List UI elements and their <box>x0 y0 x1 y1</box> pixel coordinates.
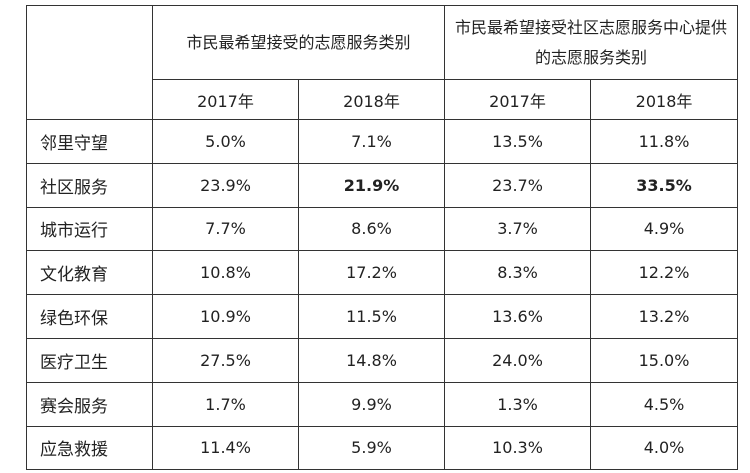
table-cell: 3.7% <box>444 206 592 252</box>
table-row: 赛会服务 1.7% 9.9% 1.3% 4.5% <box>26 381 739 427</box>
table-cell: 8.3% <box>444 250 592 296</box>
table-cell: 5.0% <box>152 119 299 164</box>
table-row: 文化教育 10.8% 17.2% 8.3% 12.2% <box>26 250 739 296</box>
row-label: 赛会服务 <box>26 381 153 427</box>
row-label: 文化教育 <box>26 250 153 296</box>
table-cell: 10.3% <box>444 425 592 471</box>
row-label: 社区服务 <box>26 162 153 208</box>
corner-cell <box>26 5 153 120</box>
volunteer-service-table: 市民最希望接受的志愿服务类别 市民最希望接受社区志愿服务中心提供的志愿服务类别 … <box>26 5 739 471</box>
table-cell: 13.5% <box>444 119 592 164</box>
table-cell: 9.9% <box>297 381 446 427</box>
table-cell-highlight: 21.9% <box>297 162 446 208</box>
row-label: 城市运行 <box>26 206 153 252</box>
row-label: 绿色环保 <box>26 294 153 339</box>
row-label: 应急救援 <box>26 425 153 471</box>
table-cell: 13.2% <box>590 294 739 339</box>
table-cell: 11.4% <box>152 425 299 471</box>
table-cell: 10.9% <box>152 294 299 339</box>
table-cell: 11.8% <box>590 119 739 164</box>
table-cell: 5.9% <box>297 425 446 471</box>
table-cell: 10.8% <box>152 250 299 296</box>
table-cell: 23.7% <box>444 162 592 208</box>
table-cell: 8.6% <box>297 206 446 252</box>
table-cell: 12.2% <box>590 250 739 296</box>
table-cell: 23.9% <box>152 162 299 208</box>
table-cell: 24.0% <box>444 337 592 383</box>
table-cell: 7.1% <box>297 119 446 164</box>
table-cell: 1.3% <box>444 381 592 427</box>
table-row: 绿色环保 10.9% 11.5% 13.6% 13.2% <box>26 294 739 339</box>
table-cell: 4.0% <box>590 425 739 471</box>
table-cell: 4.5% <box>590 381 739 427</box>
table-cell-highlight: 33.5% <box>590 162 739 208</box>
table-row: 社区服务 23.9% 21.9% 23.7% 33.5% <box>26 162 739 208</box>
header-group-2: 市民最希望接受社区志愿服务中心提供的志愿服务类别 <box>444 5 739 80</box>
table-cell: 14.8% <box>297 337 446 383</box>
year-header: 2018年 <box>297 79 446 120</box>
table-cell: 17.2% <box>297 250 446 296</box>
table-cell: 11.5% <box>297 294 446 339</box>
row-label: 医疗卫生 <box>26 337 153 383</box>
table-cell: 15.0% <box>590 337 739 383</box>
table-row: 应急救援 11.4% 5.9% 10.3% 4.0% <box>26 425 739 471</box>
table-cell: 13.6% <box>444 294 592 339</box>
table-cell: 27.5% <box>152 337 299 383</box>
year-header: 2017年 <box>444 79 592 120</box>
year-header: 2017年 <box>152 79 299 120</box>
header-group-1: 市民最希望接受的志愿服务类别 <box>151 5 446 80</box>
table-row: 邻里守望 5.0% 7.1% 13.5% 11.8% <box>26 119 739 164</box>
row-label: 邻里守望 <box>26 119 153 164</box>
table-row: 医疗卫生 27.5% 14.8% 24.0% 15.0% <box>26 337 739 383</box>
table-cell: 1.7% <box>152 381 299 427</box>
table-row: 城市运行 7.7% 8.6% 3.7% 4.9% <box>26 206 739 252</box>
table-cell: 7.7% <box>152 206 299 252</box>
table-cell: 4.9% <box>590 206 739 252</box>
year-header: 2018年 <box>590 79 739 120</box>
